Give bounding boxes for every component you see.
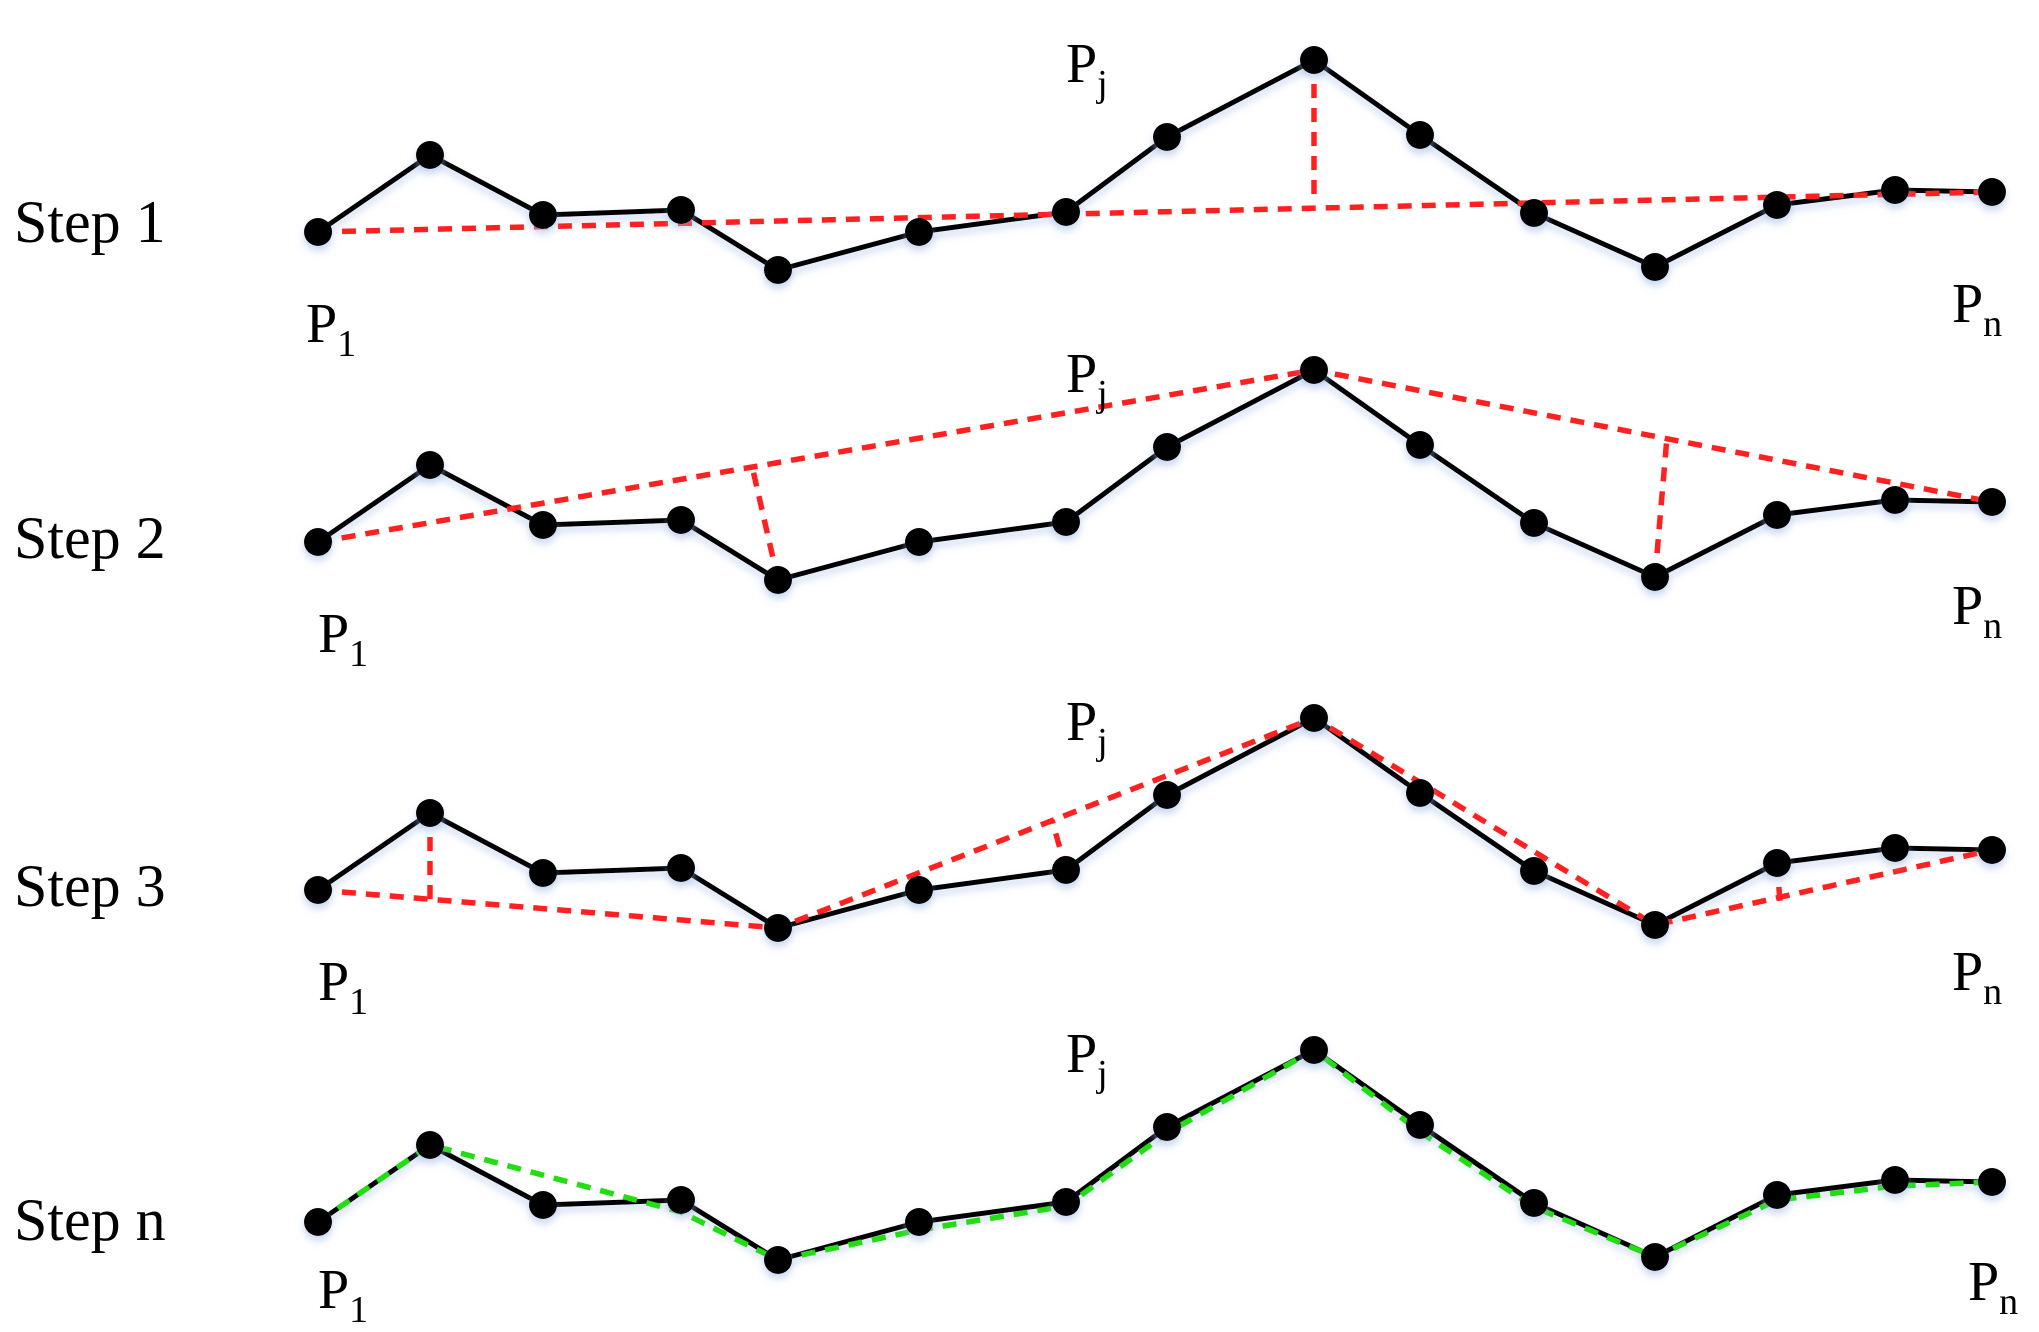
curve-point: [1300, 1036, 1328, 1064]
polyline-curve: [316, 57, 1993, 273]
curve-points: [304, 356, 2006, 594]
point-label-first: P1: [318, 951, 368, 1023]
curve-point: [304, 1208, 332, 1236]
curve-point: [1406, 779, 1434, 807]
curve-point: [667, 854, 695, 882]
curve-point: [529, 511, 557, 539]
point-label-first: P1: [318, 603, 368, 675]
curve-point: [905, 1208, 933, 1236]
curve-point: [667, 506, 695, 534]
approx-line: [317, 189, 1993, 235]
curve-point: [1520, 1189, 1548, 1217]
curve-point: [304, 528, 332, 556]
step-n: Step n P1: [14, 1023, 2018, 1331]
curve-point: [1881, 1166, 1909, 1194]
curve-point: [1153, 123, 1181, 151]
curve-point: [1763, 1181, 1791, 1209]
approx-line: [317, 715, 1993, 931]
curve-point: [416, 1131, 444, 1159]
curve-point: [1153, 1113, 1181, 1141]
point-label-last: Pn: [1952, 273, 2002, 345]
curve-point: [1300, 356, 1328, 384]
curve-point: [416, 799, 444, 827]
curve-point: [529, 201, 557, 229]
polyline-curve: [316, 367, 1993, 583]
curve-point: [1641, 911, 1669, 939]
curve-point: [1641, 1243, 1669, 1271]
point-label-split: Pj: [1066, 343, 1108, 415]
curve-point: [667, 1186, 695, 1214]
curve-point: [416, 451, 444, 479]
polyline-curve: [316, 715, 1993, 931]
final-approx-line: [316, 1047, 1993, 1263]
point-label-last: Pn: [1968, 1251, 2018, 1323]
curve-point: [1881, 176, 1909, 204]
curve-point: [905, 528, 933, 556]
curve-point: [1763, 191, 1791, 219]
curve-point: [764, 1246, 792, 1274]
curve-point: [1641, 563, 1669, 591]
step-label: Step 3: [14, 853, 166, 919]
step-3: Step 3: [14, 691, 2006, 1023]
curve-point: [1881, 486, 1909, 514]
step-1: Step 1: [14, 33, 2006, 365]
point-label-split: Pj: [1066, 691, 1108, 763]
point-label-last: Pn: [1952, 575, 2002, 647]
approximation-segments: [317, 60, 1993, 235]
curve-point: [1978, 488, 2006, 516]
curve-point: [905, 876, 933, 904]
step-label: Step 1: [14, 189, 166, 255]
step-2: Step 2: [14, 343, 2006, 675]
curve-point: [1153, 781, 1181, 809]
curve-point: [1300, 46, 1328, 74]
curve-point: [1881, 834, 1909, 862]
curve-point: [1406, 1111, 1434, 1139]
curve-point: [1052, 856, 1080, 884]
curve-point: [1978, 178, 2006, 206]
curve-points: [304, 1036, 2006, 1274]
max-distance-line: [749, 465, 781, 581]
curve-point: [1641, 253, 1669, 281]
point-label-last: Pn: [1952, 941, 2002, 1013]
curve-point: [1052, 1188, 1080, 1216]
curve-point: [1763, 849, 1791, 877]
curve-point: [1978, 836, 2006, 864]
curve-point: [416, 141, 444, 169]
curve-point: [1300, 704, 1328, 732]
curve-point: [1052, 198, 1080, 226]
point-label-first: P1: [318, 1259, 368, 1331]
curve-point: [1406, 431, 1434, 459]
curve-points: [304, 46, 2006, 284]
curve-point: [304, 876, 332, 904]
curve-point: [764, 914, 792, 942]
curve-point: [764, 256, 792, 284]
point-label-first: P1: [306, 293, 356, 365]
curve-point: [1978, 1168, 2006, 1196]
curve-point: [529, 1191, 557, 1219]
point-label-split: Pj: [1066, 1023, 1108, 1095]
curve-point: [905, 218, 933, 246]
curve-point: [1520, 509, 1548, 537]
max-distance-line: [1652, 436, 1670, 578]
curve-point: [1406, 121, 1434, 149]
point-label-split: Pj: [1066, 33, 1108, 105]
curve-point: [667, 196, 695, 224]
curve-points: [304, 704, 2006, 942]
step-label: Step n: [14, 1187, 166, 1253]
curve-point: [764, 566, 792, 594]
approximation-segments: [317, 715, 1993, 931]
curve-point: [1153, 433, 1181, 461]
approximation-segments: [316, 1047, 1993, 1263]
curve-point: [1520, 199, 1548, 227]
curve-point: [1763, 501, 1791, 529]
curve-point: [304, 218, 332, 246]
approximation-segments: [317, 367, 1993, 581]
curve-point: [529, 859, 557, 887]
polyline-curve: [316, 1047, 1993, 1263]
curve-point: [1052, 508, 1080, 536]
step-label: Step 2: [14, 505, 166, 571]
curve-point: [1520, 857, 1548, 885]
